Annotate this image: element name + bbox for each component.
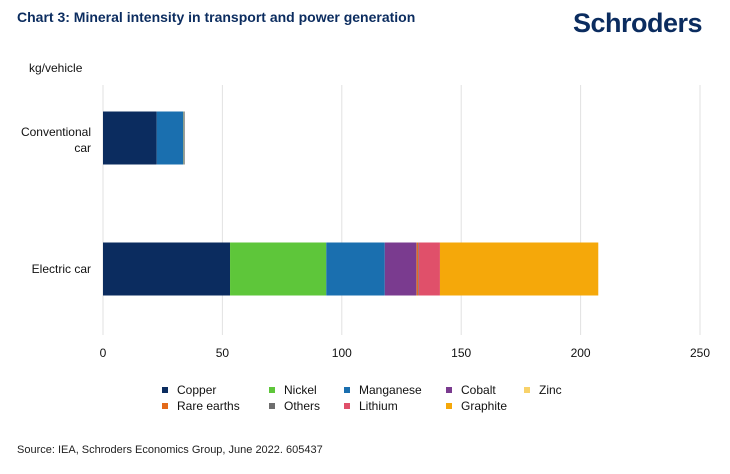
bar-segment-others	[417, 242, 419, 296]
bar-segment-rare-earths	[416, 242, 418, 296]
chart-title: Chart 3: Mineral intensity in transport …	[17, 9, 416, 25]
bar-segment-nickel	[230, 242, 327, 296]
x-tick-label: 100	[332, 346, 352, 360]
bar-segment-others	[183, 111, 185, 165]
bar-segment-manganese	[156, 111, 184, 165]
legend-swatch	[269, 403, 275, 409]
legend-swatch	[162, 403, 168, 409]
category-labels: Conventional car Electric car	[21, 125, 91, 276]
unit-label: kg/vehicle	[29, 61, 83, 75]
bar-segment-lithium	[418, 242, 440, 296]
legend-swatch	[344, 403, 350, 409]
bar-segment-copper	[103, 111, 157, 165]
legend-swatch	[162, 387, 168, 393]
legend-label: Cobalt	[461, 383, 496, 397]
bar-segment-copper	[103, 242, 231, 296]
x-tick-label: 200	[571, 346, 591, 360]
bar-segment-zinc	[183, 111, 184, 165]
legend-swatch	[446, 387, 452, 393]
legend-label: Nickel	[284, 383, 317, 397]
schroders-logo: Schroders	[573, 8, 703, 38]
gridlines	[102, 85, 701, 335]
legend-swatch	[344, 387, 350, 393]
x-tick-label: 50	[216, 346, 230, 360]
legend-label: Zinc	[539, 383, 562, 397]
bar-segment-cobalt	[384, 242, 417, 296]
category-label: Electric car	[32, 262, 91, 276]
bar-segment-manganese	[326, 242, 385, 296]
legend-label: Manganese	[359, 383, 422, 397]
legend-label: Copper	[177, 383, 216, 397]
legend-label: Others	[284, 399, 320, 413]
legend-swatch	[524, 387, 530, 393]
legend-swatch	[446, 403, 452, 409]
legend-label: Graphite	[461, 399, 507, 413]
legend-label: Rare earths	[177, 399, 240, 413]
legend-label: Lithium	[359, 399, 398, 413]
x-axis-ticks: 0 50 100 150 200 250	[100, 346, 711, 360]
x-tick-label: 250	[690, 346, 710, 360]
legend: Copper Nickel Manganese Cobalt Zinc Rare eart…	[162, 383, 562, 413]
x-tick-label: 150	[451, 346, 471, 360]
bars	[103, 111, 599, 296]
category-label: Conventional car	[21, 125, 91, 155]
bar-segment-graphite	[439, 242, 599, 296]
x-tick-label: 0	[100, 346, 107, 360]
source-note: Source: IEA, Schroders Economics Group, …	[17, 444, 323, 456]
legend-swatch	[269, 387, 275, 393]
